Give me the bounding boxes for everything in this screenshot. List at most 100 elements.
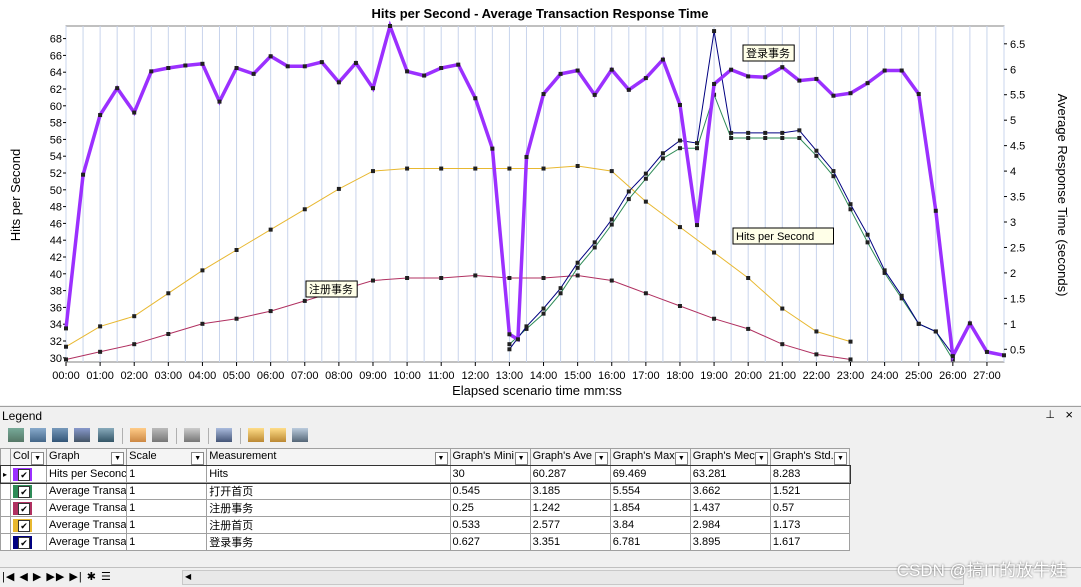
visibility-checkbox[interactable]: ✔ (18, 519, 30, 532)
legend-row[interactable]: ✔ Average Transa 1 打开首页 0.545 3.185 5.554 3.662… (0, 482, 851, 500)
y-tick-label: 60 (50, 101, 62, 113)
x-tick-label: 07:00 (291, 370, 319, 382)
chart-svg: 00:00 01:00 02:00 03:00 04:00 05:00 06:00 07:00… (8, 6, 1070, 398)
columns-icon[interactable] (216, 428, 232, 442)
visibility-checkbox[interactable]: ✔ (18, 485, 30, 498)
series-line-zhuce-shiwu-point (405, 276, 410, 280)
legend-row[interactable]: ✔ Average Transa 1 注册事务 0.25 1.242 1.854 1.437 0… (0, 499, 851, 517)
close-icon[interactable]: × (1065, 407, 1073, 422)
legend-row[interactable]: ▸ ✔ Hits per Seconc 1 Hits 30 60.287 69.469 63.2… (0, 464, 851, 484)
record-nav-buttons[interactable]: |◀ ◀ ▶ ▶▶ ▶| ✱ ☰ (2, 571, 112, 583)
filter-icon[interactable] (98, 428, 114, 442)
series-line-hits-point (609, 67, 614, 72)
max-cell: 69.469 (609, 465, 691, 483)
export-icon[interactable] (130, 428, 146, 442)
series-line-denglu-shiwu-point (899, 293, 904, 298)
column-header[interactable]: Graph ▼ (46, 448, 128, 466)
series-line-denglu-shiwu-point (746, 130, 751, 135)
graph-cell: Average Transa (46, 482, 128, 500)
horizontal-scrollbar[interactable]: ◀ (182, 570, 964, 585)
visibility-checkbox[interactable]: ✔ (18, 502, 30, 515)
print-icon[interactable] (184, 428, 200, 442)
series-line-denglu-shiwu-point (729, 130, 734, 135)
series-line-hits-point (473, 96, 478, 101)
show-all-icon[interactable] (248, 428, 264, 442)
y-tick-label: 56 (50, 134, 62, 146)
series-line-denglu-shiwu-point (780, 130, 785, 135)
graph-properties-icon[interactable] (30, 428, 46, 442)
graph-cell: Average Transa (46, 516, 128, 534)
series-line-hits-point (541, 92, 546, 97)
series-line-hits-point (933, 208, 938, 213)
series-line-hits-point (370, 86, 375, 91)
scale-cell: 1 (126, 465, 208, 483)
x-tick-label: 15:00 (564, 370, 592, 382)
measurement-options-icon[interactable] (52, 428, 68, 442)
column-header[interactable]: Graph's Mec ▼ (689, 448, 771, 466)
legend-header: Legend ⊥ × (0, 406, 1081, 425)
series-line-hits-point (268, 54, 273, 59)
column-header[interactable]: Col ▼ (9, 448, 48, 466)
std-cell: 1.521 (769, 482, 851, 500)
column-header[interactable]: Scale ▼ (126, 448, 208, 466)
visibility-checkbox[interactable]: ✔ (18, 468, 30, 481)
scroll-left-icon[interactable]: ◀ (185, 572, 192, 581)
series-line-hits-point (132, 110, 137, 115)
series-line-avg-transaction-point (899, 296, 904, 301)
series-line-hits-point (814, 76, 819, 81)
column-header[interactable]: Graph's Ave ▼ (529, 448, 611, 466)
y2-tick-label: 4 (1010, 166, 1016, 178)
series-line-avg-transaction-point (746, 136, 751, 140)
series-line-hits-point (405, 69, 410, 74)
y-tick-label: 64 (50, 67, 62, 79)
series-line-zhuce-shouye-point (677, 225, 682, 230)
y-tick-label: 34 (50, 319, 62, 331)
column-header[interactable]: Graph's Std. ▼ (769, 448, 851, 466)
color-swatch[interactable]: ✔ (9, 465, 48, 483)
configure-measurements-icon[interactable] (8, 428, 24, 442)
y-tick-label: 42 (50, 252, 62, 264)
column-header[interactable]: Graph's Mini ▼ (449, 448, 531, 466)
row-indicator (0, 499, 11, 517)
series-line-zhuce-shouye-point (268, 227, 273, 232)
median-cell: 63.281 (689, 465, 771, 483)
scale-cell: 1 (126, 482, 208, 500)
series-line-hits-point (456, 62, 461, 67)
column-header[interactable]: Graph's Max ▼ (609, 448, 691, 466)
x-tick-label: 04:00 (189, 370, 217, 382)
y2-tick-label: 2 (1010, 268, 1016, 280)
legend-row[interactable]: ✔ Average Transa 1 登录事务 0.627 3.351 6.781 3.895… (0, 533, 851, 551)
x-tick-label: 21:00 (769, 370, 797, 382)
color-swatch[interactable]: ✔ (9, 482, 48, 500)
series-line-hits-point (882, 68, 887, 73)
std-cell: 1.173 (769, 516, 851, 534)
legend-row[interactable]: ✔ Average Transa 1 注册首页 0.533 2.577 3.84 2.984 1… (0, 516, 851, 534)
legend-toolbar (0, 425, 1081, 447)
series-line-hits-point (967, 321, 972, 326)
visibility-checkbox[interactable]: ✔ (18, 536, 30, 549)
y-tick-label: 52 (50, 168, 62, 180)
link-icon[interactable] (74, 428, 90, 442)
row-indicator (0, 482, 11, 500)
std-cell: 0.57 (769, 499, 851, 517)
copy-icon[interactable] (152, 428, 168, 442)
details-icon[interactable] (292, 428, 308, 442)
series-line-zhuce-shouye-point (712, 250, 717, 255)
hide-all-icon[interactable] (270, 428, 286, 442)
series-line-hits-point (149, 69, 154, 74)
column-header[interactable]: Measurement ▼ (206, 448, 451, 466)
y2-axis-label: Average Response Time (seconds) (1055, 94, 1070, 297)
measurement-cell: 打开首页 (206, 482, 451, 500)
color-swatch[interactable]: ✔ (9, 533, 48, 551)
pin-icon[interactable]: ⊥ (1045, 409, 1055, 421)
series-line-zhuce-shiwu-point (370, 278, 375, 283)
x-tick-label: 24:00 (871, 370, 899, 382)
color-swatch[interactable]: ✔ (9, 499, 48, 517)
toolbar-separator (208, 428, 209, 444)
color-swatch[interactable]: ✔ (9, 516, 48, 534)
x-tick-label: 25:00 (905, 370, 933, 382)
series-line-avg-transaction-point (507, 342, 512, 347)
series-line-denglu-shiwu-point (814, 148, 819, 153)
y2-tick-label: 5.5 (1010, 90, 1025, 102)
annotation-hits-box (732, 227, 834, 245)
